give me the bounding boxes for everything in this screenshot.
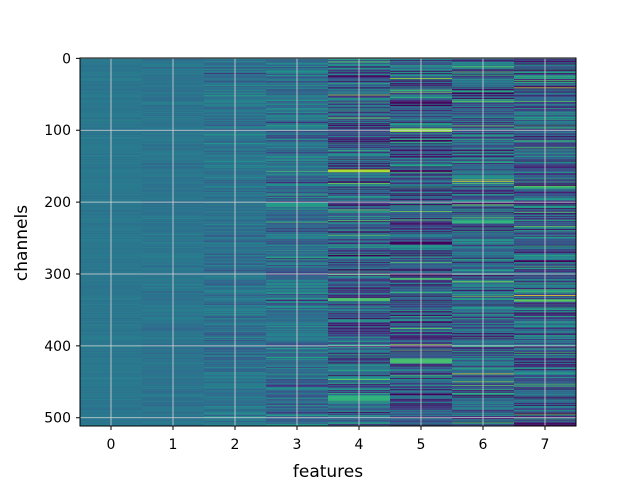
y-tick-label: 400 bbox=[44, 339, 71, 355]
x-tick-label: 0 bbox=[107, 437, 116, 453]
y-tick-label: 500 bbox=[44, 411, 71, 427]
y-tick-label: 100 bbox=[44, 123, 71, 139]
x-tick-label: 2 bbox=[231, 437, 240, 453]
x-tick-label: 5 bbox=[417, 437, 426, 453]
y-axis-label: channels bbox=[12, 205, 32, 281]
y-tick-label: 0 bbox=[62, 51, 71, 67]
plot-frame bbox=[79, 57, 577, 427]
y-tick-label: 300 bbox=[44, 267, 71, 283]
x-tick-label: 3 bbox=[293, 437, 302, 453]
x-axis-label: features bbox=[293, 462, 363, 480]
x-tick-label: 7 bbox=[541, 437, 550, 453]
y-tick-label: 200 bbox=[44, 195, 71, 211]
heatmap-cells bbox=[80, 58, 577, 427]
grid-lines bbox=[80, 57, 576, 426]
x-tick-label: 1 bbox=[169, 437, 178, 453]
x-axis-ticks: 0 1 2 3 4 5 6 7 bbox=[107, 426, 550, 453]
y-axis-ticks: 0 100 200 300 400 500 bbox=[44, 51, 80, 427]
x-tick-label: 6 bbox=[479, 437, 488, 453]
x-tick-label: 4 bbox=[355, 437, 364, 453]
